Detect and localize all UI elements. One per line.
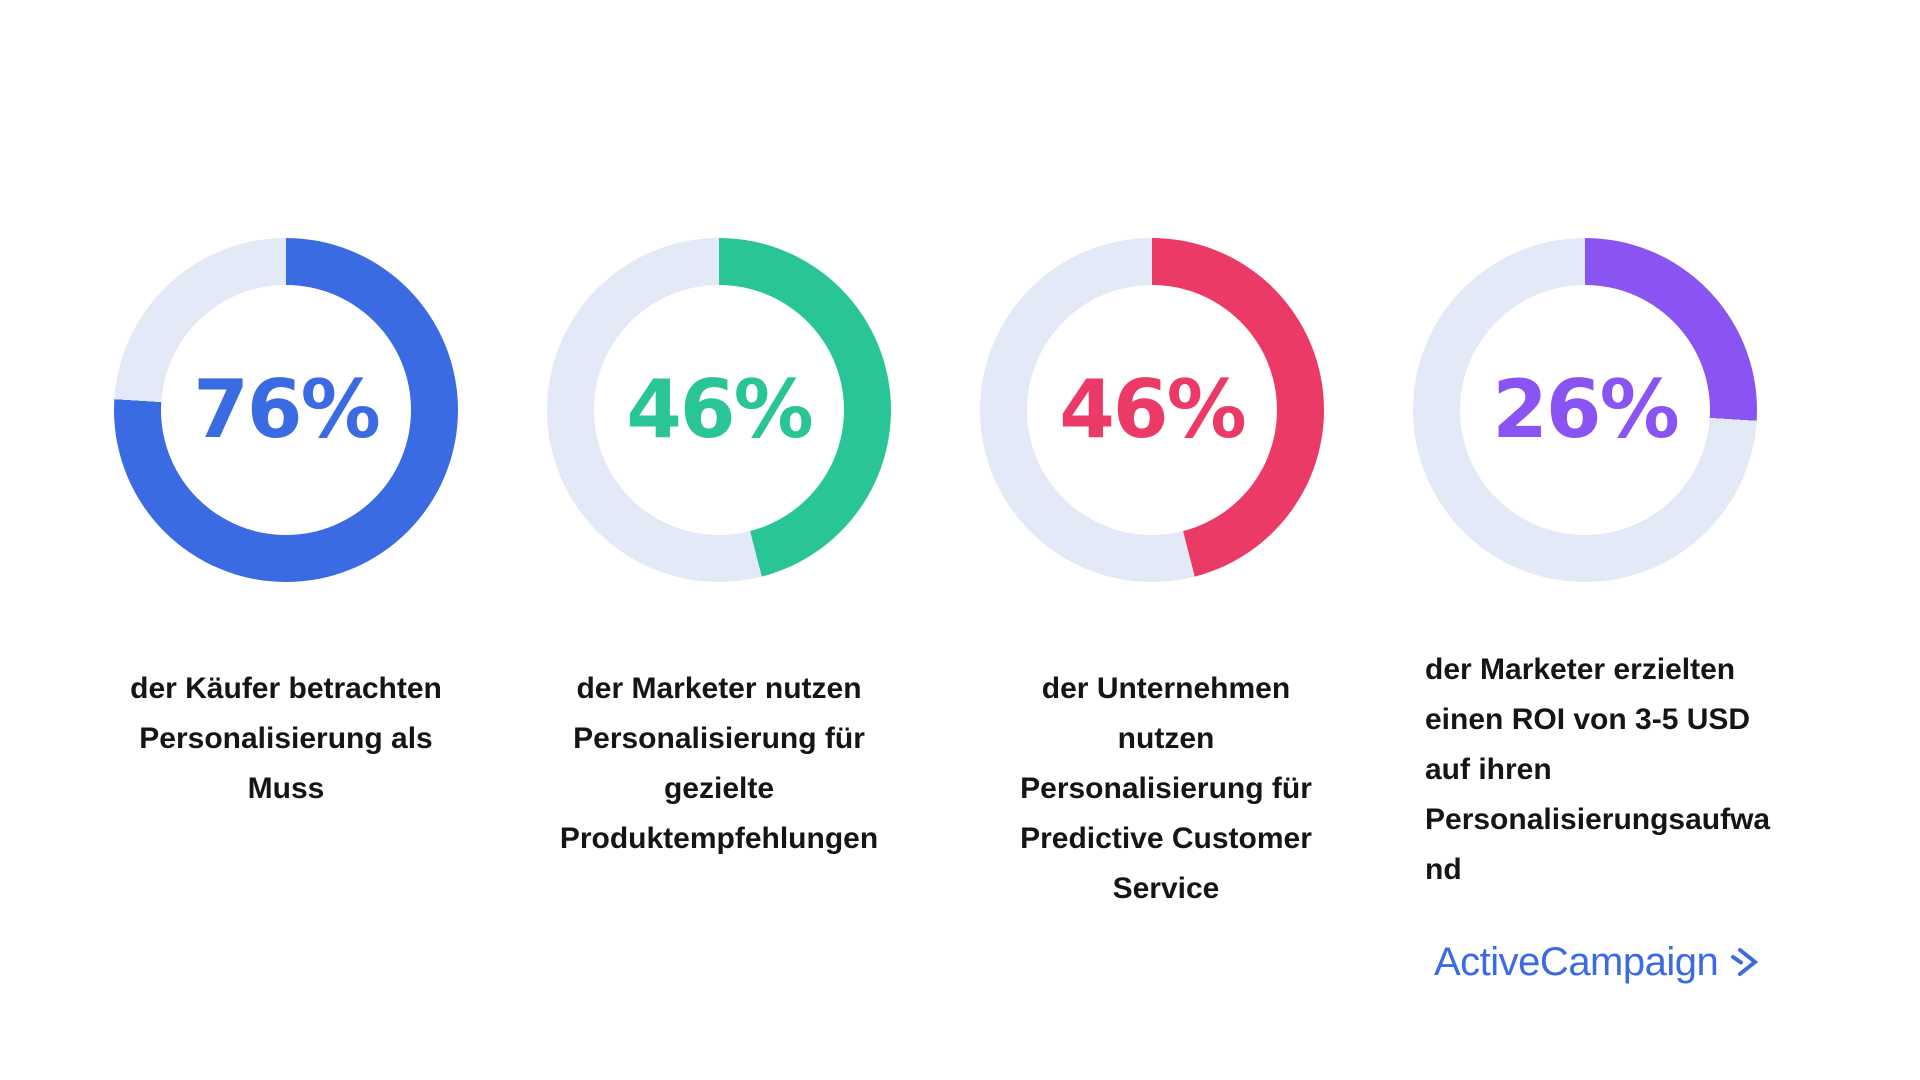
donut-chart-2: 46% [547,238,891,582]
stat-caption-2: der Marketer nutzen Personalisierung für… [559,672,879,855]
percent-value-3: 46% [1059,363,1246,456]
stat-caption-4: der Marketer erzielten einen ROI von 3-5… [1425,653,1771,886]
donut-hole-1: 76% [161,285,411,535]
donut-chart-1: 76% [114,238,458,582]
double-chevron-right-icon [1731,948,1759,976]
donut-chart-3: 46% [980,238,1324,582]
percent-value-1: 76% [193,363,380,456]
stat-card-1: 76% der Käufer betrachten Personalisieru… [68,238,504,814]
activecampaign-wordmark: ActiveCampaign [1434,940,1719,984]
activecampaign-logo: ActiveCampaign [1434,942,1764,982]
stat-caption-1: der Käufer betrachten Personalisierung a… [130,672,442,805]
stat-card-2: 46% der Marketer nutzen Personalisierung… [501,238,937,864]
donut-hole-2: 46% [594,285,844,535]
stat-card-4: 26% der Marketer erzielten einen ROI von… [1367,238,1803,895]
donut-hole-3: 46% [1027,285,1277,535]
donut-hole-4: 26% [1460,285,1710,535]
stat-caption-3: der Unternehmen nutzen Personalisierung … [1020,672,1312,905]
donut-chart-4: 26% [1413,238,1757,582]
stat-card-3: 46% der Unternehmen nutzen Personalisier… [934,238,1370,914]
percent-value-4: 26% [1492,363,1679,456]
percent-value-2: 46% [626,363,813,456]
